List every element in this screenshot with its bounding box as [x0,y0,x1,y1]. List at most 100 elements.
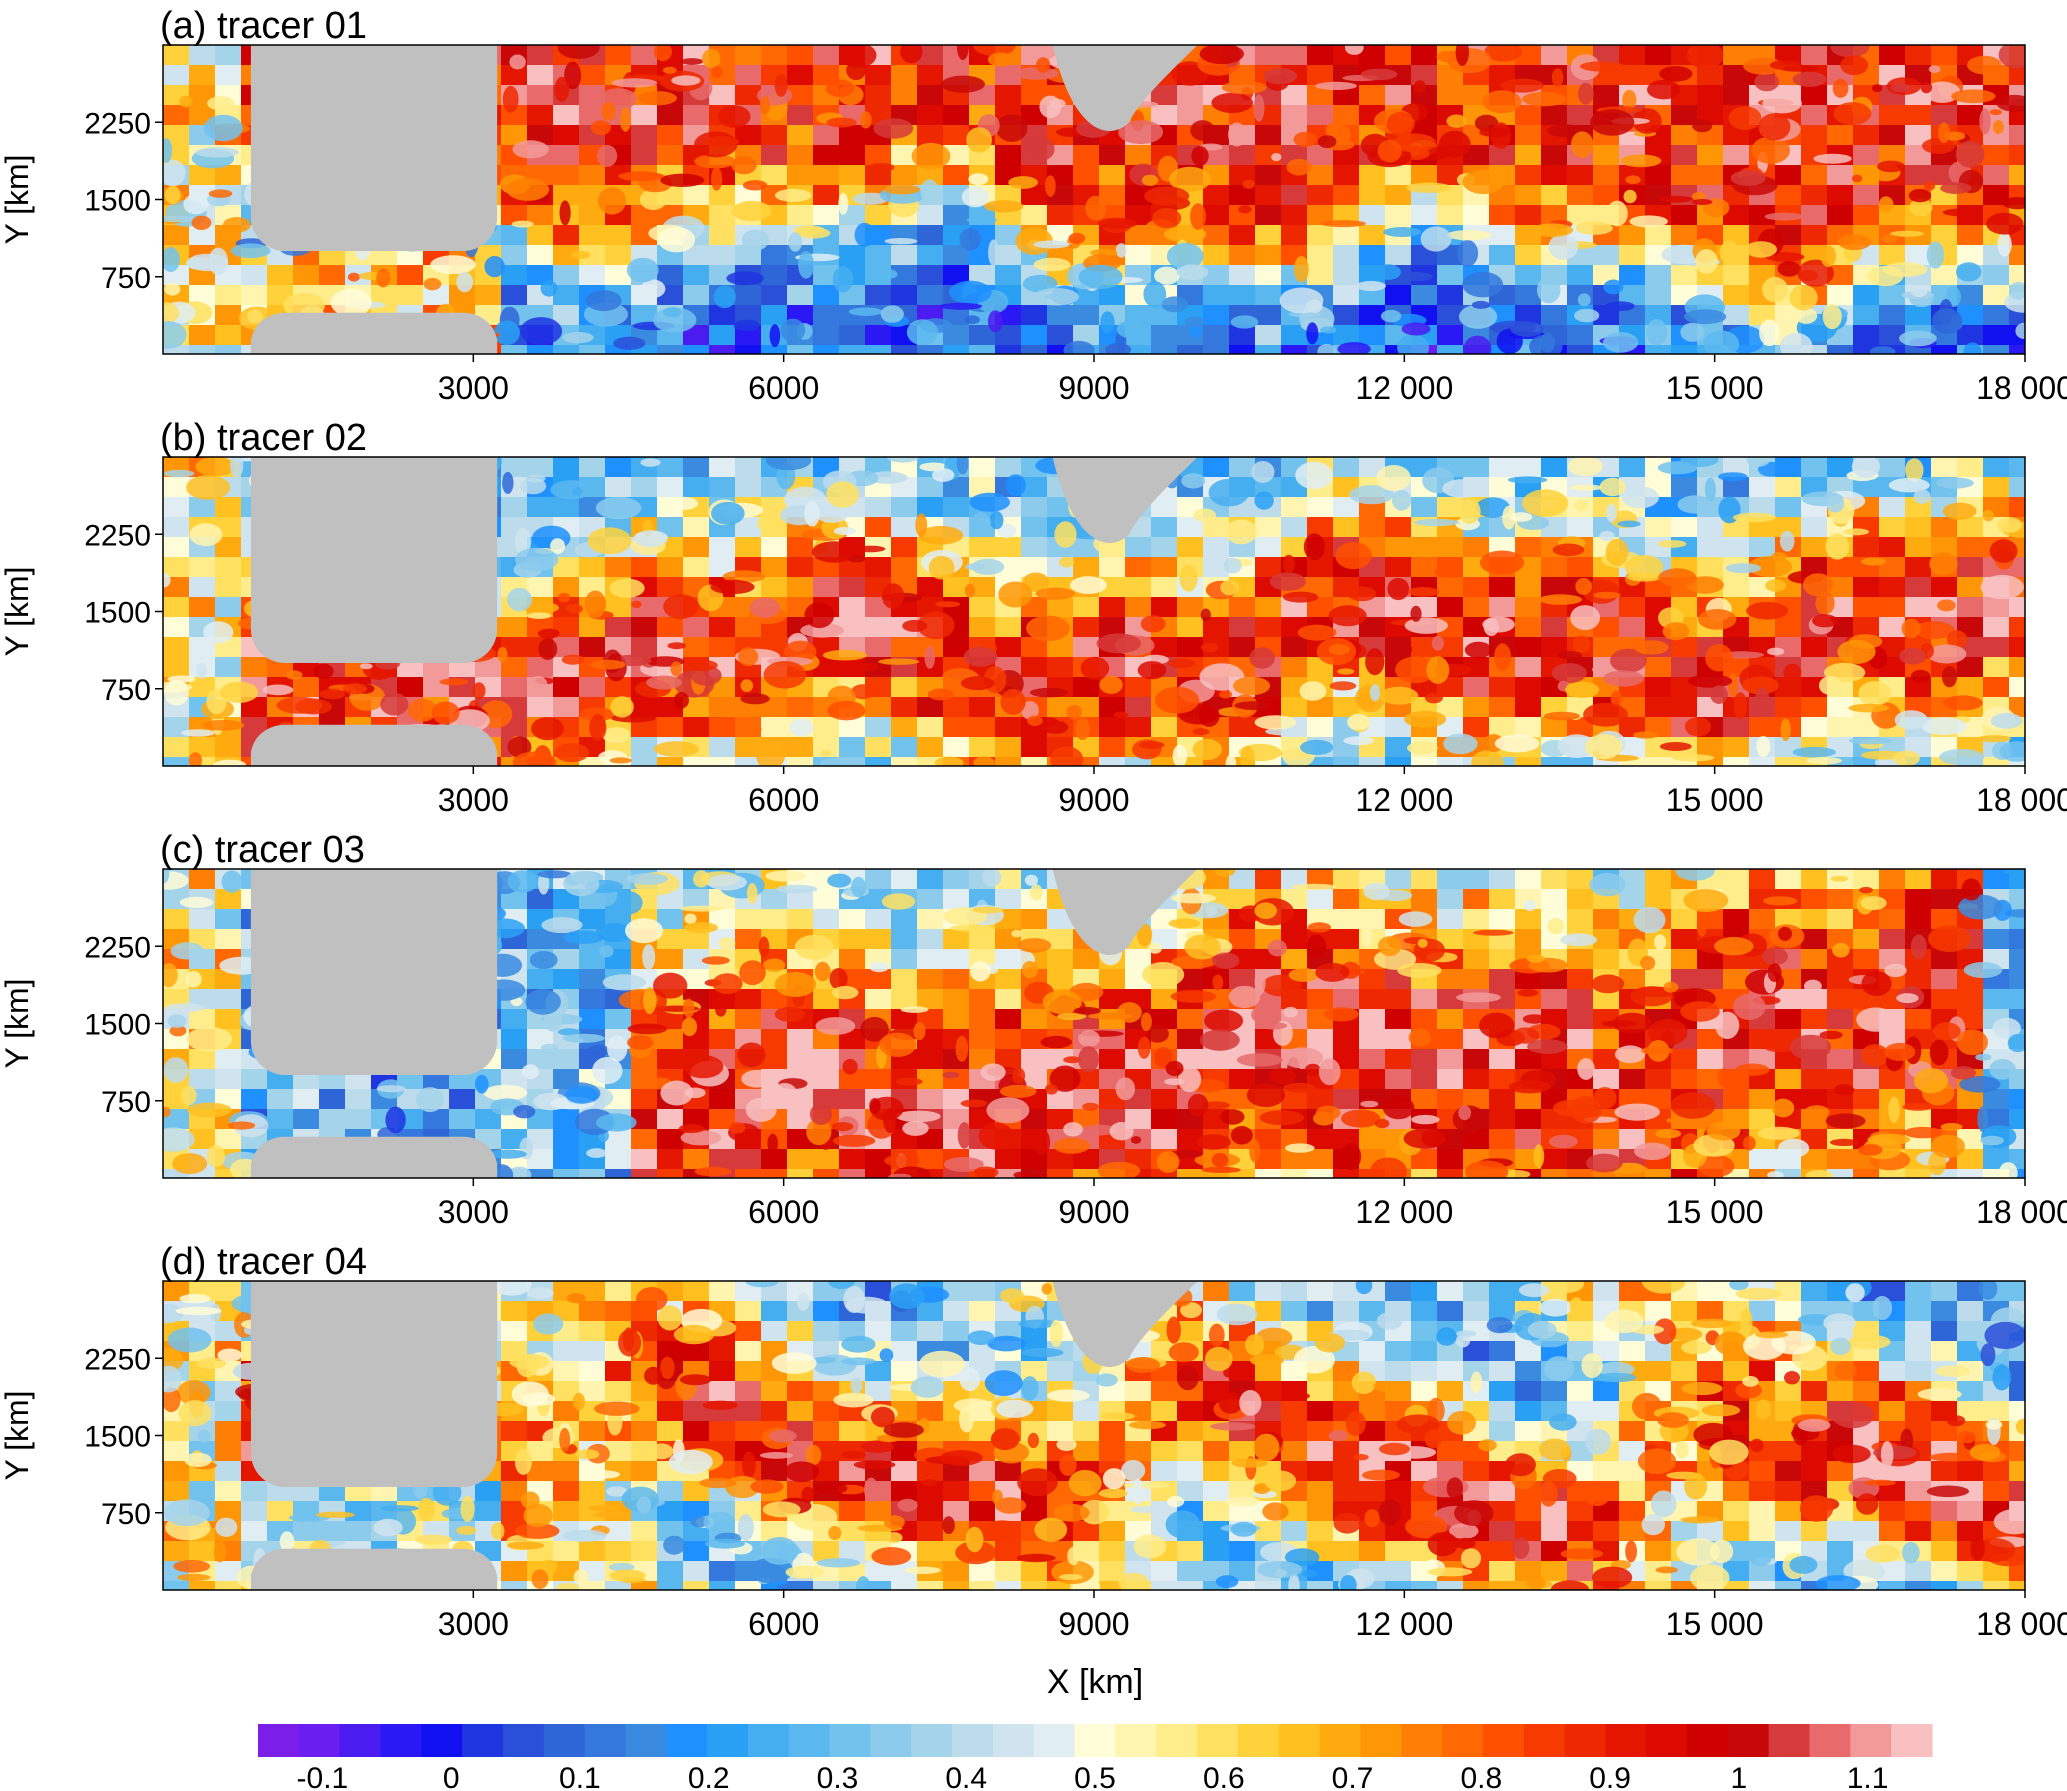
colorbar-segment [1319,1724,1361,1757]
x-tick-label: 15 000 [1666,1606,1764,1642]
x-tick-label: 18 000 [1976,1194,2067,1230]
x-tick-label: 9000 [1058,1194,1129,1230]
colorbar-segment [339,1724,382,1757]
colorbar-segment [1033,1724,1076,1757]
y-tick-label: 1500 [84,597,151,630]
colorbar-tick-label: 0.6 [1203,1762,1245,1791]
panel-4: (d) tracer 04 750 1500 2250 Y [km] 3000 6000 90… [0,1241,2067,1642]
colorbar-tick-label: 0.3 [817,1762,859,1791]
colorbar-segment [1360,1724,1402,1757]
x-tick-label: 6000 [748,1606,819,1642]
colorbar-tick-label: -0.1 [297,1762,349,1791]
panel-3: (c) tracer 03 750 1500 2250 Y [km] 3000 6000 90… [0,829,2067,1230]
colorbar-segment [1237,1724,1280,1757]
x-tick-label: 18 000 [1976,782,2067,818]
colorbar-segment [421,1724,463,1757]
x-tick-label: 12 000 [1355,1606,1453,1642]
colorbar-segment [1523,1724,1566,1757]
land-mask [250,869,1198,1178]
x-tick-label: 6000 [748,1194,819,1230]
colorbar-segment [788,1724,831,1757]
colorbar-segment [1278,1724,1321,1757]
colorbar-segment [1768,1724,1811,1757]
colorbar-segment [707,1724,749,1757]
colorbar-segment [1115,1724,1157,1757]
land-mask [250,457,1198,766]
colorbar-segment [870,1724,912,1757]
y-tick-label: 2250 [84,931,151,964]
panel-title: (d) tracer 04 [160,1241,367,1283]
colorbar-segment [1482,1724,1525,1757]
x-axis-title: X [km] [1047,1663,1143,1701]
colorbar-segment [666,1724,708,1757]
x-tick-label: 15 000 [1666,1194,1764,1230]
colorbar-segment [258,1724,300,1757]
panels: (a) tracer 01 750 1500 2250 Y [km] 3000 6000 90… [0,5,2067,1642]
y-tick-label: 2250 [84,519,151,552]
colorbar-tick-label: 0 [443,1762,460,1791]
panel-1: (a) tracer 01 750 1500 2250 Y [km] 3000 6000 90… [0,5,2067,406]
colorbar-segment [1809,1724,1851,1757]
tracer-field [163,1281,2025,1590]
y-axis-label: Y [km] [0,978,35,1068]
colorbar-segment [1442,1724,1484,1757]
x-tick-label: 9000 [1058,1606,1129,1642]
y-tick-label: 750 [101,1086,151,1119]
colorbar-tick-label: 0.5 [1074,1762,1116,1791]
y-tick-label: 1500 [84,1421,151,1454]
y-tick-label: 2250 [84,107,151,140]
colorbar-segment [380,1724,422,1757]
y-axis-label: Y [km] [0,566,35,656]
colorbar-segment [1891,1724,1933,1757]
land-mask [250,1281,1198,1590]
colorbar-segment [543,1724,586,1757]
x-tick-label: 18 000 [1976,370,2067,406]
x-tick-label: 12 000 [1355,782,1453,818]
y-tick-label: 1500 [84,185,151,218]
colorbar-segment [911,1724,953,1757]
x-tick-label: 3000 [438,370,509,406]
panel-title: (a) tracer 01 [160,5,367,47]
colorbar: -0.1 0 0.1 0.2 0.3 0.4 0.5 0.6 0.7 0.8 0.9 1 1.1 [258,1724,1933,1791]
colorbar-segment [992,1724,1035,1757]
colorbar-segment [1687,1724,1729,1757]
panel-title: (c) tracer 03 [160,829,365,871]
colorbar-segment [952,1724,994,1757]
colorbar-segment [1197,1724,1239,1757]
colorbar-segment [462,1724,504,1757]
colorbar-segment [1156,1724,1198,1757]
tracer-field [163,869,2025,1178]
colorbar-segment [1727,1724,1770,1757]
x-tick-label: 12 000 [1355,370,1453,406]
colorbar-tick-label: 0.2 [688,1762,730,1791]
colorbar-segment [1564,1724,1606,1757]
colorbar-tick-label: 0.4 [945,1762,987,1791]
colorbar-tick-label: 0.8 [1460,1762,1502,1791]
y-tick-label: 750 [101,674,151,707]
y-axis-label: Y [km] [0,1390,35,1480]
x-tick-label: 9000 [1058,370,1129,406]
colorbar-segment [1850,1724,1892,1757]
panel-title: (b) tracer 02 [160,417,367,459]
colorbar-tick-label: 1.1 [1847,1762,1889,1791]
y-tick-label: 1500 [84,1009,151,1042]
tracer-field [163,45,2025,354]
x-tick-label: 6000 [748,782,819,818]
colorbar-tick-label: 1 [1730,1762,1747,1791]
colorbar-segment [502,1724,545,1757]
y-tick-label: 2250 [84,1343,151,1376]
y-axis-label: Y [km] [0,154,35,244]
x-tick-label: 3000 [438,782,509,818]
x-tick-label: 15 000 [1666,782,1764,818]
x-tick-label: 3000 [438,1606,509,1642]
colorbar-segment [1605,1724,1647,1757]
x-tick-label: 15 000 [1666,370,1764,406]
colorbar-segment [829,1724,872,1757]
x-tick-label: 3000 [438,1194,509,1230]
x-tick-label: 6000 [748,370,819,406]
panel-2: (b) tracer 02 750 1500 2250 Y [km] 3000 6000 90… [0,417,2067,818]
colorbar-segment [1074,1724,1117,1757]
colorbar-segment [298,1724,341,1757]
x-tick-label: 12 000 [1355,1194,1453,1230]
